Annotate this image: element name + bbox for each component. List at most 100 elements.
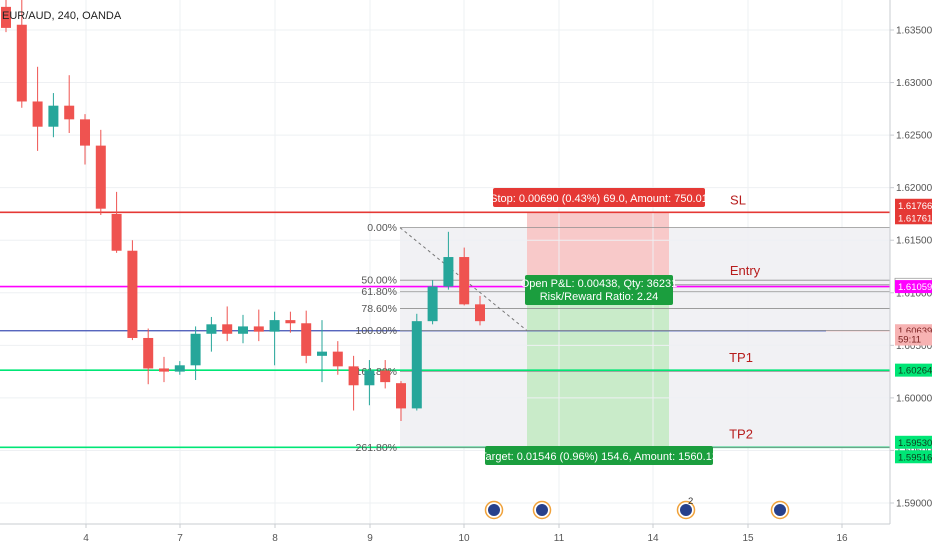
- candle: [206, 316, 217, 352]
- price-tags: 1.617661.617611.610761.610591.6063959:11…: [894, 198, 932, 464]
- candle-body: [174, 365, 185, 372]
- fib-label: 0.00%: [367, 222, 397, 234]
- candle-body: [206, 324, 217, 334]
- price-tick-label: 1.61500: [896, 236, 932, 247]
- target-info-text: Target: 0.01546 (0.96%) 154.6, Amount: 1…: [480, 451, 718, 463]
- economic-events: 2: [484, 496, 790, 520]
- au-flag-icon[interactable]: 2: [676, 496, 696, 520]
- price-tag-text: 1.59530: [898, 438, 932, 449]
- candle-body: [459, 257, 470, 305]
- candle-body: [111, 213, 122, 251]
- candle-body: [396, 383, 406, 409]
- candle-body: [269, 320, 280, 332]
- price-tag-text: 1.60639: [898, 326, 932, 337]
- candle-body: [95, 145, 106, 209]
- candle-body: [364, 370, 375, 386]
- candle: [364, 360, 375, 406]
- candle: [443, 231, 454, 290]
- candle: [285, 311, 296, 333]
- price-tag-bg: [895, 332, 932, 346]
- candle-body: [16, 24, 27, 102]
- price-tick-label: 1.61000: [896, 288, 932, 299]
- event-count-badge: 2: [688, 496, 693, 507]
- stop-info-text: Stop: 0.00690 (0.43%) 69.0, Amount: 750.…: [490, 193, 708, 205]
- take-profit-zone: [527, 286, 669, 448]
- time-tick-label: 10: [458, 533, 470, 544]
- time-axis[interactable]: 4 7 8 9 10 11 14 15 16: [83, 524, 848, 544]
- candle: [1, 0, 11, 33]
- event-flag: [680, 504, 692, 516]
- candle-body: [301, 323, 312, 356]
- candle: [238, 314, 248, 344]
- price-tag-bg: [895, 363, 932, 377]
- candle-body: [475, 304, 485, 322]
- candle: [48, 93, 59, 138]
- price-tag: 1.61761: [895, 211, 932, 225]
- price-tick-label: 1.63500: [896, 26, 932, 37]
- candle: [143, 328, 154, 385]
- candle: [80, 114, 90, 165]
- price-tick-label: 1.60000: [896, 393, 932, 404]
- price-tick-label: 1.62000: [896, 183, 932, 194]
- price-tag-text: 1.59516: [898, 452, 932, 463]
- symbol-title: EUR/AUD, 240, OANDA: [2, 10, 122, 22]
- price-tag-text: 1.60264: [898, 366, 932, 377]
- price-tag-text: 59:11: [898, 335, 921, 346]
- candle: [411, 313, 422, 411]
- price-tag-text: 1.61766: [898, 201, 932, 212]
- candle-body: [443, 257, 454, 287]
- candle-body: [317, 351, 327, 356]
- candle-body: [48, 105, 59, 127]
- candle-body: [380, 370, 391, 383]
- price-tag-bg: [895, 450, 932, 464]
- entry-label: Entry: [730, 263, 761, 278]
- candle-body: [190, 333, 201, 366]
- price-tick-label: 1.62500: [896, 131, 932, 142]
- candle: [16, 0, 27, 108]
- candle-body: [238, 326, 248, 334]
- candle: [475, 295, 485, 326]
- candle: [222, 306, 233, 342]
- candle-body: [348, 366, 359, 386]
- price-tag: 1.61766: [895, 198, 932, 212]
- price-tick-label: 1.63000: [896, 78, 932, 89]
- fib-label: 61.80%: [361, 286, 397, 298]
- pnl-info-box[interactable]: Open P&L: 0.00438, Qty: 36231 Risk/Rewar…: [521, 275, 678, 305]
- eu-flag-icon[interactable]: [484, 500, 504, 520]
- price-tick-label: 1.59000: [896, 499, 932, 510]
- price-tag: 1.59516: [895, 450, 932, 464]
- price-tag: 1.59530: [895, 435, 932, 449]
- candle-body: [159, 368, 169, 372]
- candle: [396, 381, 406, 422]
- time-tick-label: 11: [554, 533, 565, 544]
- candle: [127, 240, 138, 341]
- fib-label: 161.80%: [356, 366, 397, 378]
- candle-body: [1, 6, 11, 28]
- time-tick-label: 15: [742, 533, 754, 544]
- candles: [1, 0, 485, 422]
- fib-label: 261.80%: [356, 442, 397, 454]
- candle: [427, 280, 438, 325]
- time-tick-label: 14: [647, 533, 659, 544]
- price-tag-bg: [895, 280, 932, 294]
- candle: [95, 129, 106, 215]
- target-info-box[interactable]: Target: 0.01546 (0.96%) 154.6, Amount: 1…: [480, 446, 718, 465]
- price-tag-bg: [895, 435, 932, 449]
- candle-body: [332, 351, 343, 367]
- event-flag: [774, 504, 786, 516]
- candle-body: [253, 326, 264, 332]
- candle-body: [222, 324, 233, 334]
- candle: [269, 311, 280, 366]
- candle: [459, 247, 470, 306]
- eu-flag-icon[interactable]: [770, 500, 790, 520]
- candle-body: [143, 337, 154, 369]
- tp2-label: TP2: [729, 426, 753, 441]
- stop-loss-zone: [527, 212, 669, 287]
- au-flag-icon[interactable]: [532, 500, 552, 520]
- price-tick-label: 1.60500: [896, 341, 932, 352]
- open-pnl-text: Open P&L: 0.00438, Qty: 36231: [521, 278, 678, 290]
- stop-info-box[interactable]: Stop: 0.00690 (0.43%) 69.0, Amount: 750.…: [490, 188, 708, 207]
- candle: [111, 191, 122, 253]
